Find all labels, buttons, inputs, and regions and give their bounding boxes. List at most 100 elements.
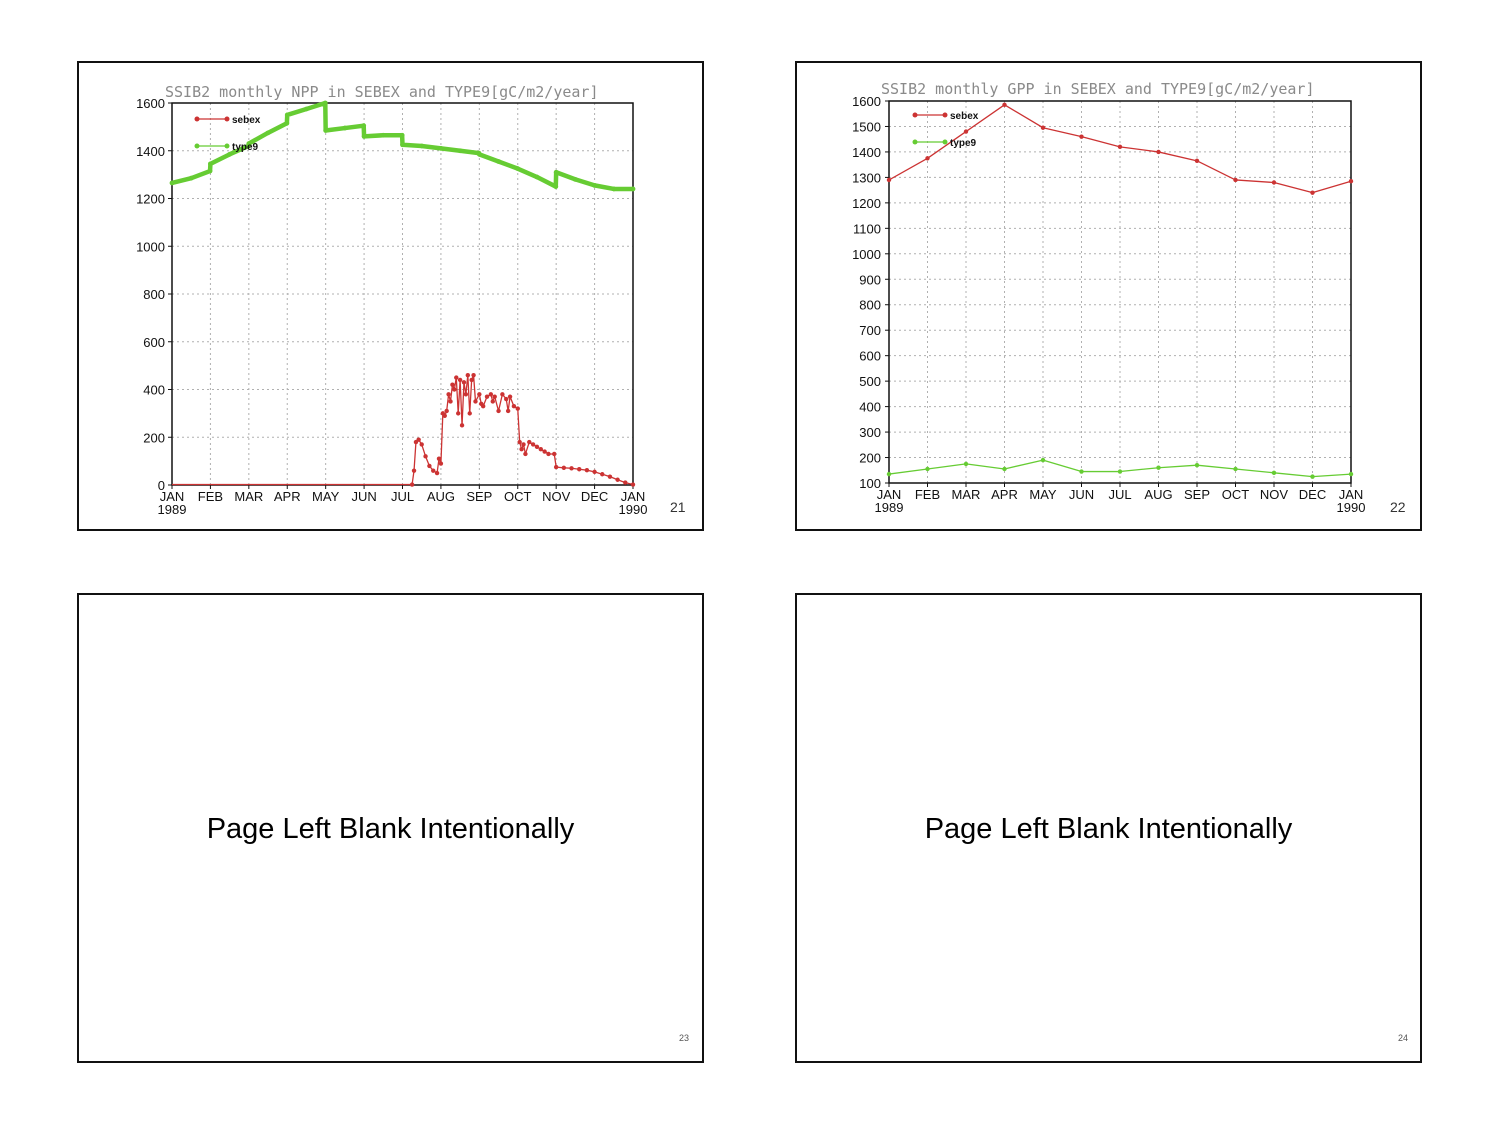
data-point-sebex	[1233, 177, 1238, 183]
page-number: 21	[670, 499, 686, 515]
y-tick-label: 200	[859, 451, 881, 466]
data-point-type9	[284, 120, 290, 126]
x-tick-label: OCT	[1222, 487, 1250, 502]
series-sebex	[886, 102, 1354, 195]
x-tick-label: SEP	[1184, 487, 1210, 502]
data-point-sebex	[542, 449, 547, 454]
data-point-type9	[1040, 457, 1046, 463]
data-point-type9	[1271, 470, 1277, 476]
data-point-sebex	[592, 469, 597, 475]
data-point-sebex	[496, 408, 501, 414]
data-point-sebex	[416, 437, 421, 442]
y-tick-label: 600	[143, 335, 165, 350]
legend-marker	[912, 112, 918, 118]
legend-label: sebex	[232, 115, 261, 126]
data-point-type9	[304, 106, 309, 112]
x-tick-label: JAN	[160, 489, 185, 504]
data-point-sebex	[511, 404, 517, 409]
data-point-sebex	[527, 439, 532, 445]
y-tick-label: 300	[859, 425, 881, 440]
y-tick-label: 0	[158, 478, 165, 493]
data-point-sebex	[448, 399, 453, 404]
data-point-type9	[400, 142, 405, 148]
data-point-sebex	[444, 408, 449, 414]
data-point-sebex	[459, 423, 465, 428]
y-tick-label: 1400	[136, 144, 165, 159]
data-point-sebex	[1079, 134, 1084, 139]
data-point-type9	[515, 166, 521, 172]
x-tick-label: JUL	[1108, 487, 1131, 502]
legend-item-sebex: sebex	[912, 111, 979, 122]
data-point-type9	[322, 100, 328, 106]
data-point-sebex	[500, 392, 505, 397]
slide-page-24: Page Left Blank Intentionally 24	[795, 593, 1422, 1063]
data-point-type9	[419, 143, 425, 149]
x-tick-label: FEB	[198, 489, 223, 504]
y-tick-label: 800	[143, 287, 165, 302]
data-point-type9	[476, 151, 482, 157]
data-point-sebex	[471, 372, 476, 378]
y-tick-label: 100	[859, 476, 881, 491]
y-tick-label: 1300	[852, 170, 881, 185]
legend-label: type9	[232, 142, 259, 153]
legend-marker	[224, 143, 230, 149]
data-point-sebex	[505, 408, 511, 414]
page-number: 22	[1390, 499, 1406, 515]
x-tick-label: MAY	[1029, 487, 1057, 502]
grid	[171, 102, 634, 486]
data-point-type9	[1156, 465, 1161, 470]
data-point-sebex	[1040, 125, 1046, 130]
page-number: 23	[679, 1033, 690, 1043]
x-tick-label: JAN	[1339, 487, 1364, 502]
data-point-sebex	[630, 482, 636, 487]
data-point-sebex	[546, 451, 551, 457]
data-point-type9	[457, 148, 463, 154]
slide-page-23: Page Left Blank Intentionally 23	[77, 593, 704, 1063]
data-point-type9	[496, 159, 501, 164]
y-tick-label: 400	[143, 383, 165, 398]
data-point-type9	[1310, 474, 1315, 479]
blank-page-notice: Page Left Blank Intentionally	[924, 813, 1293, 845]
x-tick-label: DEC	[1299, 487, 1326, 502]
data-point-sebex	[600, 472, 605, 477]
data-point-sebex	[431, 468, 436, 473]
legend-label: type9	[950, 138, 977, 149]
y-tick-label: 1600	[136, 96, 165, 111]
data-point-type9	[361, 134, 367, 139]
y-tick-label: 200	[143, 430, 165, 445]
y-tick-label: 800	[859, 298, 881, 313]
x-tick-label: JAN	[877, 487, 902, 502]
data-point-type9	[1233, 466, 1238, 472]
data-point-type9	[1079, 469, 1084, 474]
data-point-sebex	[454, 375, 459, 380]
y-tick-label: 1200	[852, 196, 881, 211]
legend-marker	[224, 116, 230, 122]
slide-page-21: SSIB2 monthly NPP in SEBEX and TYPE9[gC/…	[77, 61, 704, 531]
y-tick-label: 900	[859, 272, 881, 287]
y-tick-label: 700	[859, 323, 881, 338]
data-point-sebex	[534, 444, 540, 449]
data-point-sebex	[463, 392, 469, 397]
data-point-sebex	[469, 377, 474, 383]
data-point-type9	[188, 175, 194, 181]
data-point-sebex	[484, 394, 490, 399]
data-point-sebex	[446, 392, 451, 397]
data-point-sebex	[434, 470, 440, 476]
data-point-type9	[361, 123, 367, 129]
grid	[888, 100, 1352, 484]
data-point-type9	[342, 125, 348, 131]
x-tick-label: NOV	[1260, 487, 1289, 502]
data-point-type9	[553, 184, 559, 189]
data-point-type9	[284, 112, 290, 118]
data-point-type9	[886, 471, 892, 477]
x-year-label: 1990	[619, 502, 648, 517]
data-point-sebex	[1156, 149, 1161, 155]
legend-marker	[942, 139, 948, 145]
data-point-sebex	[530, 442, 536, 447]
data-point-sebex	[963, 129, 969, 134]
y-tick-label: 1400	[852, 145, 881, 160]
data-point-sebex	[409, 482, 415, 487]
data-point-type9	[553, 169, 559, 175]
x-tick-label: AUG	[427, 489, 455, 504]
data-point-sebex	[442, 413, 447, 418]
